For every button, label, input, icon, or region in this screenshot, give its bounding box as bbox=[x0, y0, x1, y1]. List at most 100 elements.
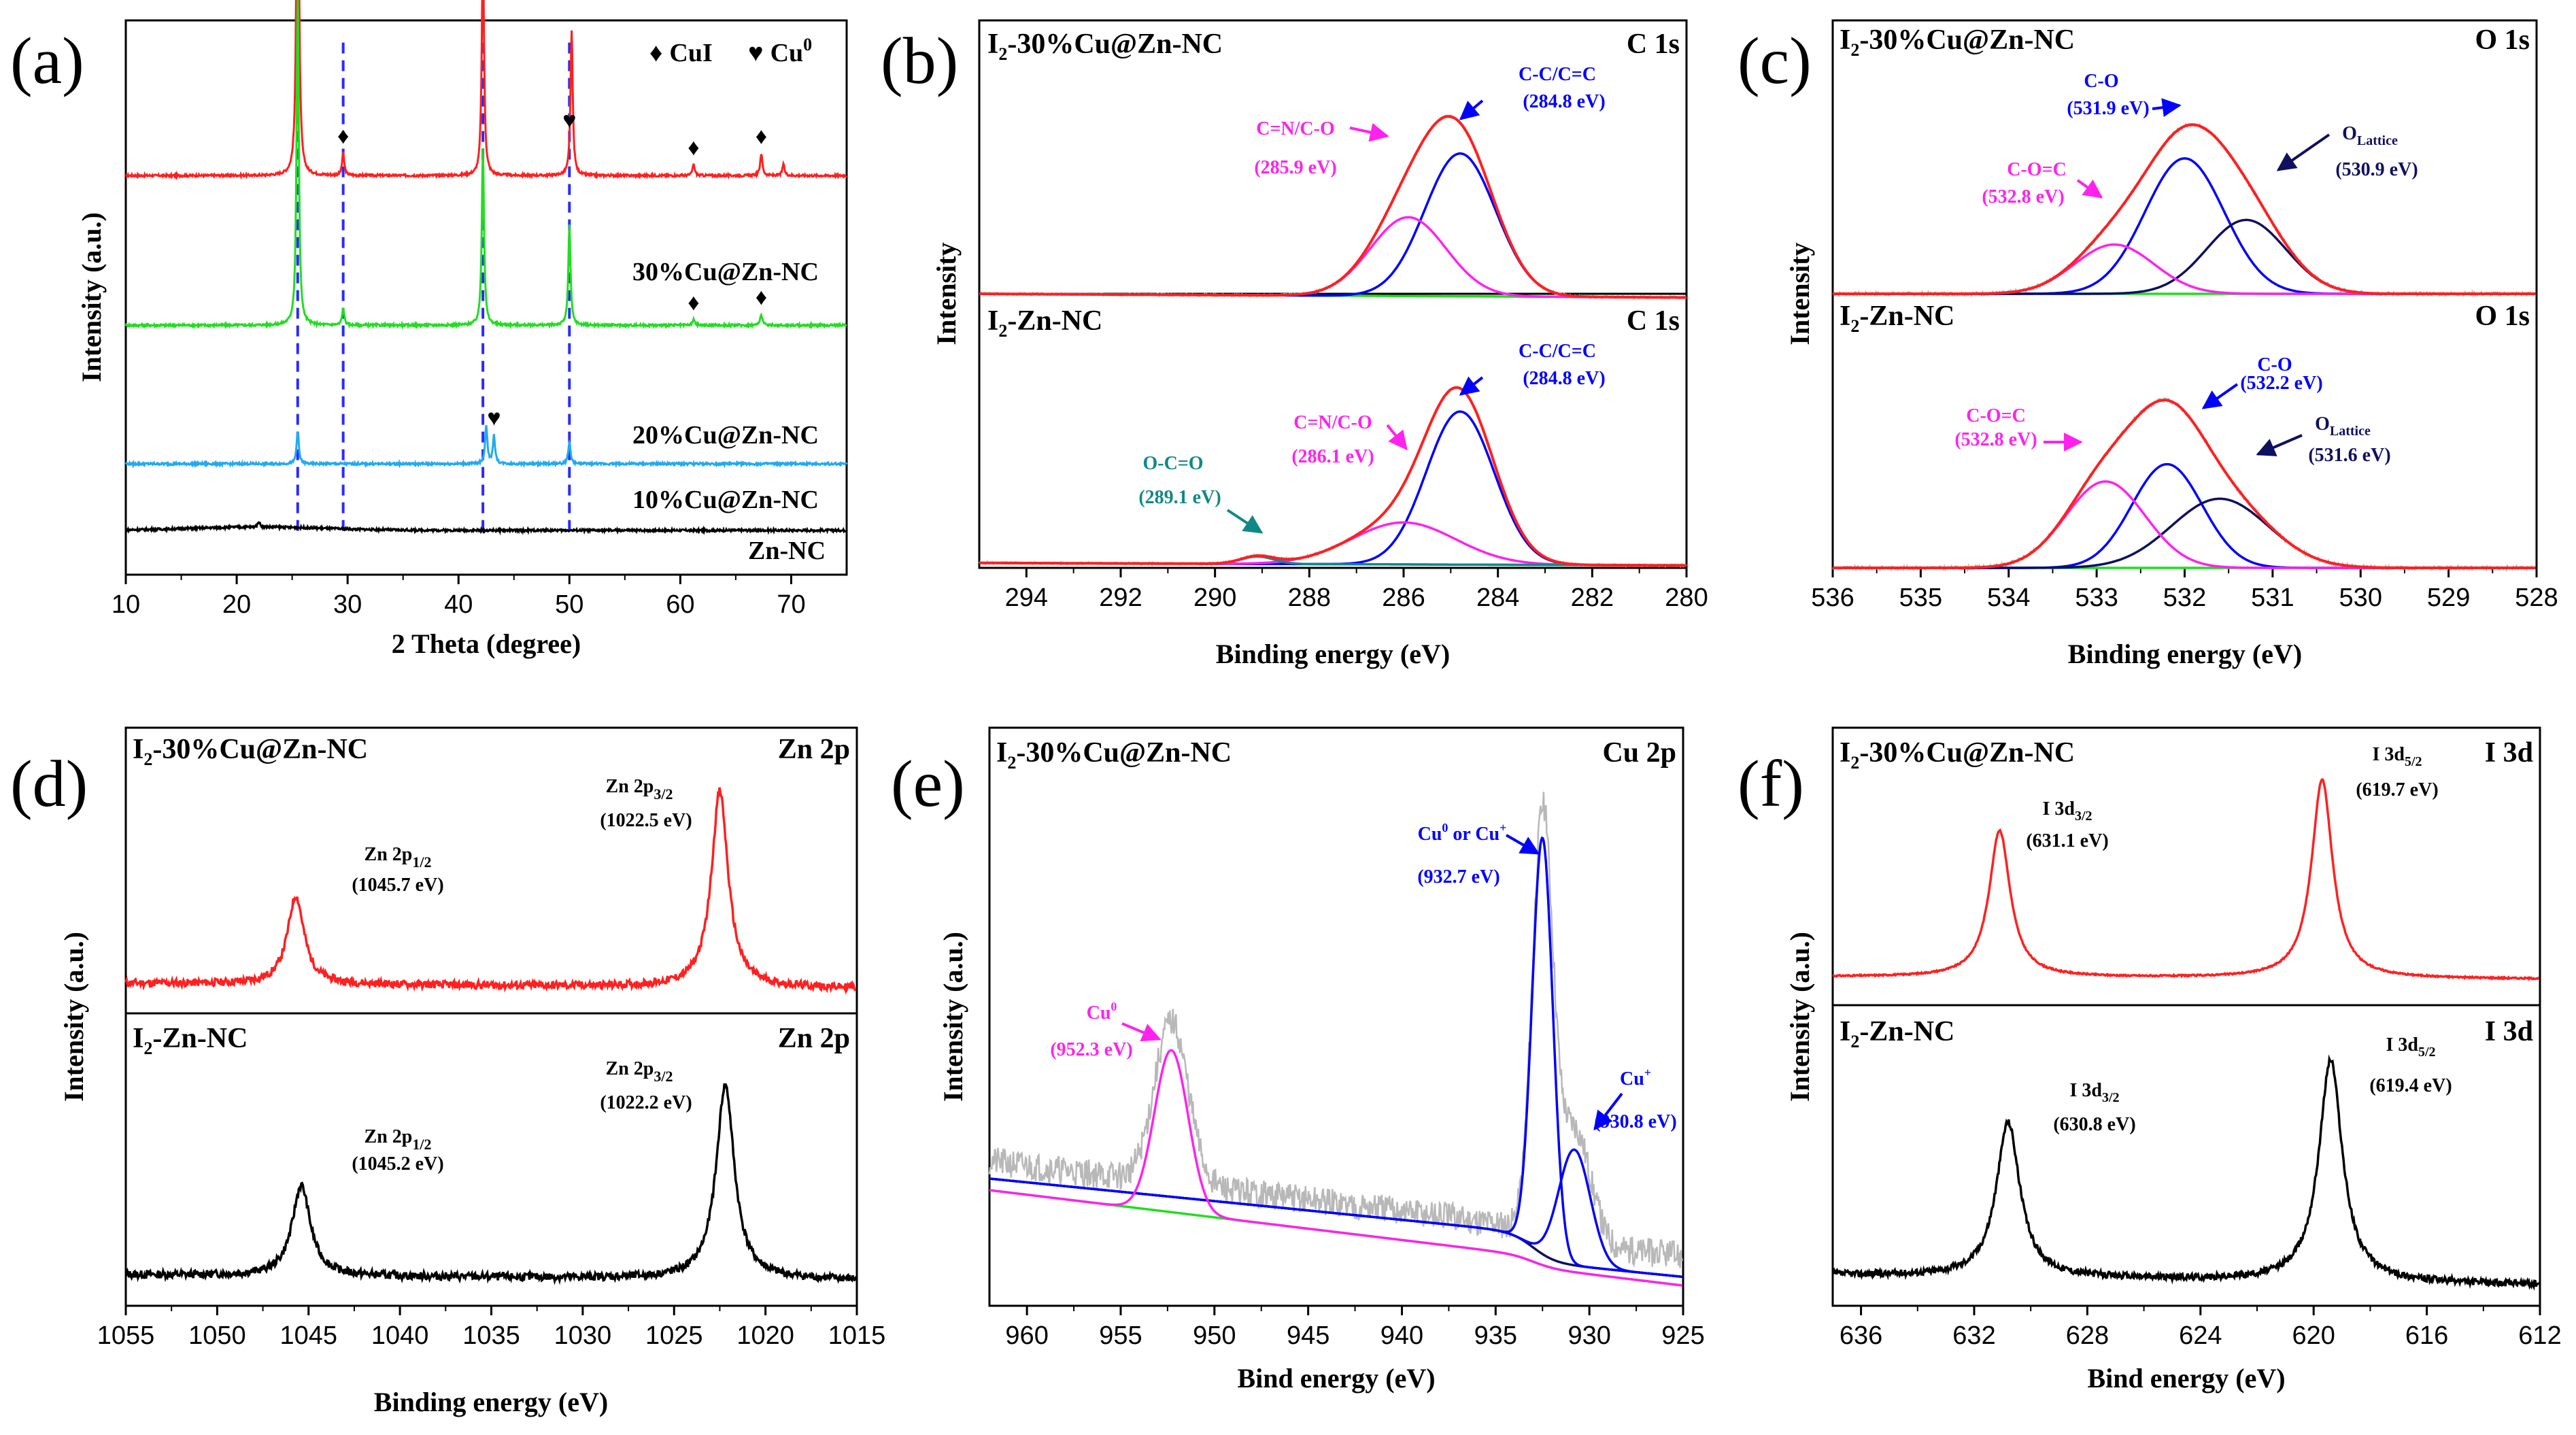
e-xtick-label-7: 925 bbox=[1661, 1321, 1704, 1350]
a-xtick-label-1: 20 bbox=[222, 590, 251, 619]
panel-f-i3d: (f) 636 632 628 624 620 616 612 I2-30%Cu@Zn-NC… bbox=[1738, 726, 2562, 1394]
a-marker-4: ♦ bbox=[688, 135, 699, 161]
legend-cu0-label: Cu bbox=[770, 39, 804, 67]
a-label-10: 10%Cu@Zn-NC bbox=[632, 486, 819, 514]
e-xtick-label-3: 945 bbox=[1287, 1321, 1329, 1350]
c-top-ol: OLattice bbox=[2342, 123, 2398, 148]
c-bot-cov: (532.2 eV) bbox=[2240, 373, 2322, 394]
e-xtick-label-4: 940 bbox=[1380, 1321, 1423, 1350]
legend-cu0-symbol: ♥ bbox=[748, 39, 764, 67]
panel-label-c: (c) bbox=[1738, 24, 1812, 98]
f-xtick-label-1: 632 bbox=[1952, 1321, 1995, 1350]
d-bot-l12: Zn 2p1/2 bbox=[365, 1126, 432, 1153]
d-bot-sample: I2-Zn-NC bbox=[133, 1023, 248, 1058]
plot-frame-f bbox=[1831, 726, 2541, 1307]
d-top-l12: Zn 2p1/2 bbox=[365, 844, 432, 871]
e-l2: Cu+ bbox=[1620, 1066, 1651, 1090]
b-top-arrow-2 bbox=[1349, 122, 1389, 142]
e-shirley bbox=[989, 1177, 1683, 1279]
d-xtick-label-2: 1045 bbox=[279, 1321, 337, 1350]
panel-label-b: (b) bbox=[881, 24, 958, 98]
c-ylabel: Intensity bbox=[1784, 242, 1815, 345]
c-bot-arrow-co bbox=[2201, 383, 2239, 409]
c-top-olv: (530.9 eV) bbox=[2335, 159, 2418, 180]
panel-d-zn2p: (d) 1055 1050 1045 1040 1035 1030 1025 1020 1015… bbox=[10, 726, 885, 1417]
a-ylabel: Intensity (a.u.) bbox=[76, 212, 107, 382]
c-top-component-2 bbox=[1833, 243, 2536, 295]
f-bot-l32: I 3d3/2 bbox=[2069, 1080, 2119, 1105]
a-marker-7: ♦ bbox=[756, 285, 767, 310]
d-top-core: Zn 2p bbox=[778, 734, 850, 765]
b-bot-component-1 bbox=[979, 521, 1687, 567]
plot-frame-e bbox=[988, 726, 1684, 1307]
d-top-v32: (1022.5 eV) bbox=[600, 810, 692, 831]
c-top-cov: (531.9 eV) bbox=[2067, 98, 2149, 119]
d-xtick-label-0: 1055 bbox=[97, 1321, 155, 1350]
e-sample: I2-30%Cu@Zn-NC bbox=[996, 737, 1232, 773]
legend-cu0-sup: 0 bbox=[803, 35, 812, 54]
e-xtick-label-0: 960 bbox=[1005, 1321, 1048, 1350]
e-xtick-label-6: 930 bbox=[1567, 1321, 1610, 1350]
a-xlabel: 2 Theta (degree) bbox=[392, 628, 581, 659]
e-component-2 bbox=[989, 1049, 1683, 1287]
legend-cui-symbol: ♦ bbox=[649, 39, 662, 67]
f-ylabel: Intensity (a.u.) bbox=[1784, 932, 1815, 1102]
e-v3: (952.3 eV) bbox=[1050, 1039, 1132, 1060]
panel-label-a: (a) bbox=[10, 24, 84, 98]
c-bot-core: O 1s bbox=[2475, 301, 2530, 332]
b-xtick-label-3: 288 bbox=[1288, 584, 1331, 612]
a-xtick-label-5: 60 bbox=[666, 590, 694, 619]
e-component-1 bbox=[989, 1148, 1683, 1279]
f-bot-core: I 3d bbox=[2485, 1016, 2533, 1047]
panel-c-o1s: (c) 536 535 534 533 532 531 530 529 528 I2-30%Cu… bbox=[1738, 19, 2558, 669]
b-top-raw bbox=[979, 114, 1687, 301]
b-bot-c3v: (289.1 eV) bbox=[1138, 487, 1221, 508]
panel-b-c1s: (b) 294 292 290 288 286 284 282 280 I2-30%Cu@Zn… bbox=[881, 19, 1708, 669]
c-top-arrow-coc bbox=[2076, 179, 2103, 199]
a-marker-6: ♦ bbox=[688, 290, 699, 316]
a-legend: ♦ CuI ♥ Cu0 bbox=[649, 35, 812, 67]
b-xtick-label-0: 294 bbox=[1005, 584, 1048, 612]
b-bot-core: C 1s bbox=[1627, 305, 1680, 337]
c-xtick-label-4: 532 bbox=[2163, 584, 2206, 612]
c-xtick-label-2: 534 bbox=[1987, 584, 2030, 612]
a-marker-8: ♥ bbox=[487, 406, 501, 431]
f-bot-v52: (619.4 eV) bbox=[2369, 1075, 2452, 1096]
e-xlabel: Bind energy (eV) bbox=[1237, 1363, 1435, 1394]
c-bot-co: C-O bbox=[2257, 354, 2292, 375]
e-background bbox=[989, 1189, 1683, 1287]
d-xtick-label-4: 1035 bbox=[462, 1321, 520, 1350]
legend-cui-label: CuI bbox=[669, 39, 712, 67]
c-bot-envelope bbox=[1833, 399, 2536, 569]
f-xlabel: Bind energy (eV) bbox=[2087, 1363, 2285, 1394]
plot-frame-d bbox=[124, 726, 858, 1307]
c-top-sample: I2-30%Cu@Zn-NC bbox=[1840, 24, 2075, 60]
b-xtick-label-4: 286 bbox=[1382, 584, 1425, 612]
f-top-l32: I 3d3/2 bbox=[2042, 798, 2092, 824]
a-xtick-label-2: 30 bbox=[333, 590, 362, 619]
b-xtick-label-7: 280 bbox=[1665, 584, 1708, 612]
c-xtick-label-3: 533 bbox=[2075, 584, 2118, 612]
e-v1: (932.7 eV) bbox=[1417, 866, 1499, 888]
d-top-sample: I2-30%Cu@Zn-NC bbox=[133, 734, 368, 769]
a-series-Zn-NC bbox=[125, 521, 847, 536]
d-xtick-label-7: 1020 bbox=[736, 1321, 794, 1350]
f-bot-v32: (630.8 eV) bbox=[2053, 1114, 2135, 1135]
panel-label-d: (d) bbox=[10, 747, 88, 821]
c-bot-olv: (531.6 eV) bbox=[2308, 445, 2390, 466]
a-label-30: 30%Cu@Zn-NC bbox=[632, 258, 819, 286]
c-bot-coc: C-O=C bbox=[1966, 405, 2026, 426]
d-bot-v12: (1045.2 eV) bbox=[352, 1153, 443, 1175]
e-arrow-3 bbox=[1121, 1022, 1162, 1042]
c-bot-sample: I2-Zn-NC bbox=[1840, 301, 1954, 336]
c-bot-raw bbox=[1832, 396, 2536, 573]
d-bot-spectrum bbox=[124, 1083, 858, 1285]
d-xlabel: Binding energy (eV) bbox=[374, 1387, 608, 1417]
e-core: Cu 2p bbox=[1602, 737, 1676, 769]
panel-e-cu2p: (e) 960 955 950 945 940 935 930 925 I2-30%Cu@Zn… bbox=[891, 726, 1705, 1394]
b-xtick-label-2: 290 bbox=[1193, 584, 1236, 612]
d-xtick-label-6: 1025 bbox=[645, 1321, 703, 1350]
c-bot-ol: OLattice bbox=[2315, 413, 2371, 439]
c-top-arrow-co bbox=[2152, 98, 2182, 118]
c-xtick-label-0: 536 bbox=[1811, 584, 1854, 612]
